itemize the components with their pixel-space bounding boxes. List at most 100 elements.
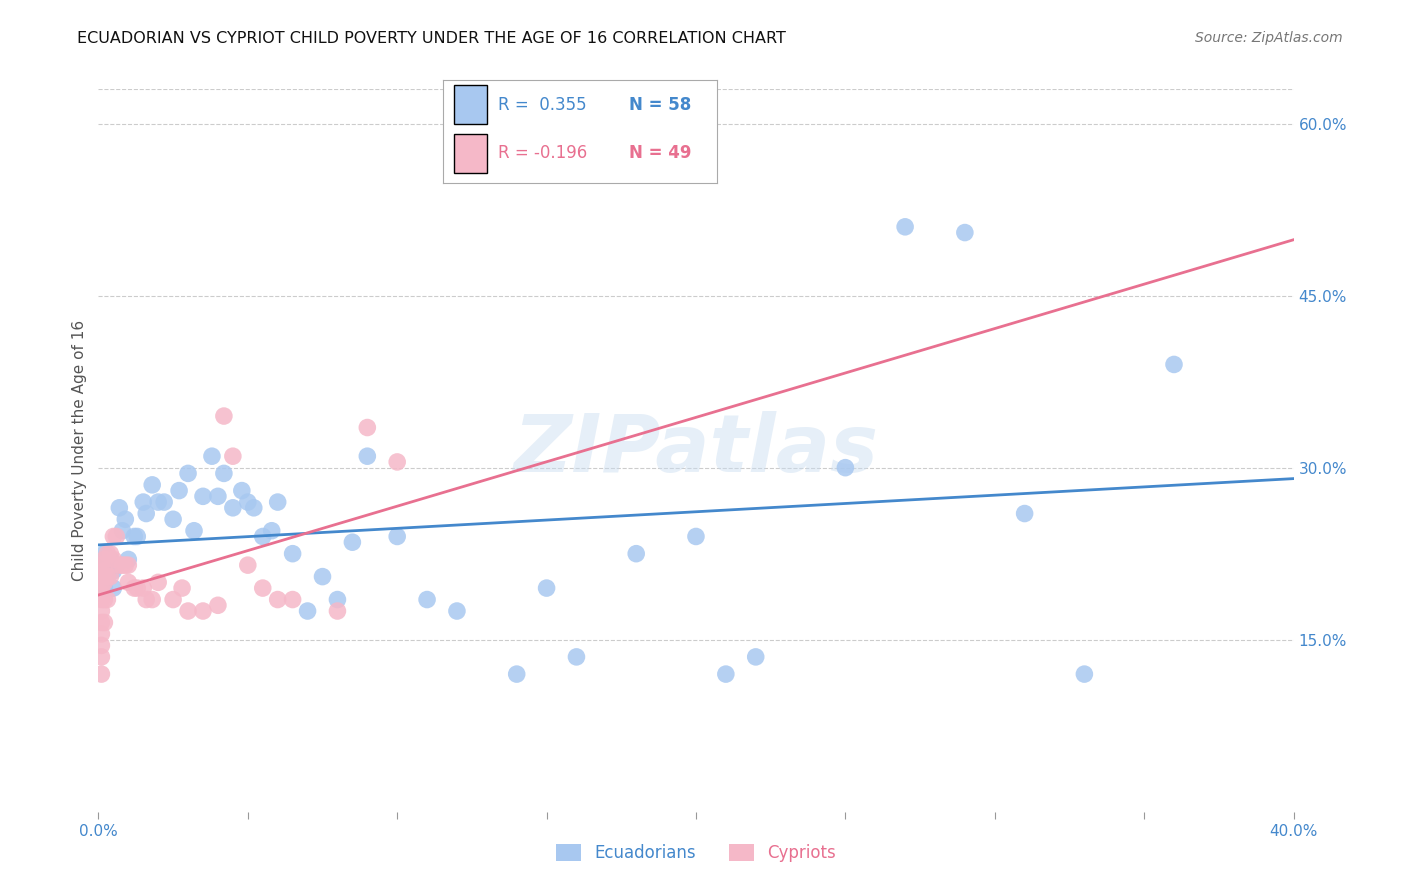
Point	[297, 604, 319, 618]
Point	[281, 592, 304, 607]
Text: R = -0.196: R = -0.196	[498, 145, 586, 162]
Point	[191, 604, 214, 618]
Point	[252, 581, 274, 595]
Text: Source: ZipAtlas.com: Source: ZipAtlas.com	[1195, 31, 1343, 45]
Point	[162, 512, 184, 526]
Point	[1163, 358, 1185, 372]
Point	[103, 529, 125, 543]
Point	[141, 478, 163, 492]
Point	[90, 558, 112, 573]
Point	[207, 599, 229, 613]
Point	[141, 592, 163, 607]
Point	[90, 581, 112, 595]
Point	[148, 575, 170, 590]
Point	[177, 467, 200, 481]
Point	[90, 604, 112, 618]
Point	[124, 529, 146, 543]
Point	[93, 592, 115, 607]
Point	[132, 495, 155, 509]
Point	[745, 649, 768, 664]
Point	[105, 529, 128, 543]
Point	[191, 489, 214, 503]
Point	[222, 449, 245, 463]
Point	[135, 507, 157, 521]
Point	[135, 592, 157, 607]
Point	[93, 581, 115, 595]
Point	[90, 575, 112, 590]
Point	[127, 581, 149, 595]
Point	[117, 575, 139, 590]
Text: R =  0.355: R = 0.355	[498, 96, 586, 114]
Point	[446, 604, 468, 618]
Point	[626, 547, 648, 561]
Point	[236, 558, 259, 573]
Point	[111, 558, 134, 573]
Point	[953, 226, 976, 240]
Point	[93, 575, 115, 590]
Point	[96, 569, 118, 583]
Point	[103, 581, 125, 595]
Point	[105, 558, 128, 573]
Point	[326, 604, 349, 618]
Point	[93, 615, 115, 630]
Point	[714, 667, 737, 681]
Point	[252, 529, 274, 543]
Point	[281, 547, 304, 561]
Point	[162, 592, 184, 607]
Point	[243, 500, 266, 515]
Point	[212, 409, 235, 423]
Point	[894, 219, 917, 234]
Point	[98, 552, 122, 566]
FancyBboxPatch shape	[454, 86, 486, 124]
Point	[222, 500, 245, 515]
Point	[834, 460, 856, 475]
Point	[96, 547, 118, 561]
Point	[96, 592, 118, 607]
Point	[90, 639, 112, 653]
Point	[90, 592, 112, 607]
Point	[117, 552, 139, 566]
Point	[108, 558, 131, 573]
Point	[236, 495, 259, 509]
Text: ZIPatlas: ZIPatlas	[513, 411, 879, 490]
Point	[1014, 507, 1036, 521]
Point	[96, 569, 118, 583]
Point	[98, 569, 122, 583]
Point	[506, 667, 529, 681]
Point	[311, 569, 333, 583]
Point	[1073, 667, 1095, 681]
Point	[183, 524, 205, 538]
Point	[267, 495, 290, 509]
Point	[685, 529, 707, 543]
Point	[356, 449, 378, 463]
Point	[90, 627, 112, 641]
Point	[90, 615, 112, 630]
Point	[103, 552, 125, 566]
Point	[201, 449, 224, 463]
Point	[93, 564, 115, 578]
Point	[90, 649, 112, 664]
Point	[536, 581, 558, 595]
Text: N = 58: N = 58	[630, 96, 692, 114]
Point	[132, 581, 155, 595]
Point	[207, 489, 229, 503]
Point	[90, 569, 112, 583]
Text: N = 49: N = 49	[630, 145, 692, 162]
Point	[148, 495, 170, 509]
Point	[167, 483, 190, 498]
Point	[90, 667, 112, 681]
Point	[114, 512, 136, 526]
Point	[98, 547, 122, 561]
Y-axis label: Child Poverty Under the Age of 16: Child Poverty Under the Age of 16	[72, 320, 87, 581]
Point	[96, 558, 118, 573]
Point	[127, 529, 149, 543]
Point	[117, 558, 139, 573]
Point	[342, 535, 364, 549]
Point	[108, 500, 131, 515]
Point	[111, 524, 134, 538]
Point	[90, 587, 112, 601]
Point	[103, 564, 125, 578]
Point	[114, 558, 136, 573]
Point	[90, 558, 112, 573]
Point	[177, 604, 200, 618]
